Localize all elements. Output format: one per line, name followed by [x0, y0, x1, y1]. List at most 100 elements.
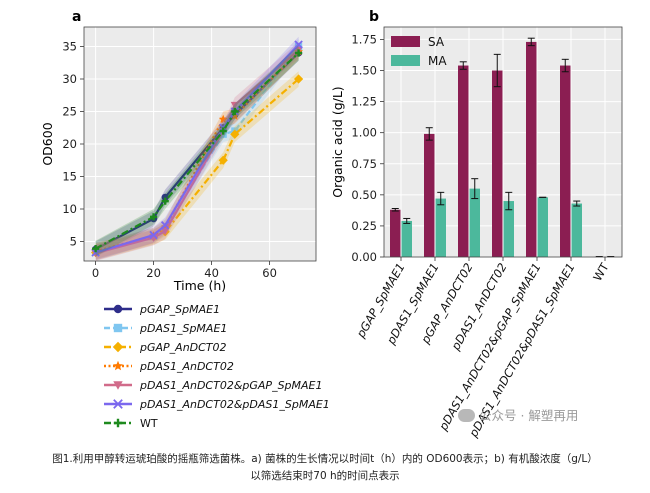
marker-x: [91, 248, 100, 257]
x-tick-label: 20: [146, 266, 161, 280]
marker-plus: [295, 49, 303, 57]
y-tick-label: 10: [62, 202, 77, 216]
series-SA: [390, 37, 603, 258]
y-tick-label: 1.75: [351, 32, 377, 46]
caption-line-1: 图1.利用甲醇转运琥珀酸的摇瓶筛选菌株。a) 菌株的生长情况以时间t（h）内的 …: [52, 453, 598, 465]
y-tick-label: 0.50: [351, 188, 377, 202]
legend-label: SA: [428, 35, 445, 49]
confidence-band: [95, 71, 299, 261]
series-line: [95, 52, 300, 251]
x-tick-label: WT: [590, 260, 612, 284]
panel-a-od600-chart: 0 20 40 60 5 10 15 20 25 30 35 a Time (h) OD600: [40, 9, 317, 293]
series-line: [95, 48, 300, 255]
bar: [469, 188, 480, 257]
legend-label: pGAP_SpMAE1: [139, 303, 220, 316]
marker-diamond: [112, 341, 124, 353]
watermark: 公众号 · 解塑再用: [458, 405, 578, 424]
legend-entry: pDAS1_AnDCT02: [104, 360, 234, 373]
legend-swatch: [391, 36, 420, 47]
marker-x: [113, 399, 123, 409]
y-axis-label: OD600: [40, 122, 55, 165]
panel-b-organic-acid-chart: 0.000.250.500.751.001.251.501.75pGAP_SpM…: [330, 9, 623, 440]
y-tick-label: 5: [70, 235, 77, 249]
marker-triangle: [230, 101, 239, 110]
bar: [503, 201, 514, 257]
legend-entry: pGAP_AnDCT02: [104, 341, 227, 354]
bar: [458, 65, 469, 257]
marker-x: [160, 221, 170, 230]
y-tick-label: 20: [62, 137, 77, 151]
y-tick-label: 0.00: [351, 250, 377, 264]
y-tick-label: 1.00: [351, 126, 377, 140]
legend-label: pGAP_AnDCT02: [139, 341, 227, 354]
legend-label: WT: [140, 417, 158, 430]
marker-x: [294, 40, 303, 49]
bar: [424, 133, 435, 257]
caption-line-2: 以筛选结束时70 h的时间点表示: [250, 470, 400, 482]
series-MA: [401, 178, 615, 257]
marker-plus: [113, 418, 123, 428]
bar: [492, 70, 503, 257]
watermark-text: 公众号 · 解塑再用: [479, 408, 579, 423]
marker-star: [230, 111, 240, 120]
y-tick-label: 1.25: [351, 95, 377, 109]
bar: [526, 41, 537, 258]
marker-x: [149, 230, 158, 240]
series-line: [95, 52, 300, 250]
legend-entry: WT: [104, 417, 158, 430]
series-WT: [92, 45, 303, 257]
confidence-band: [95, 45, 299, 257]
legend-label: pDAS1_SpMAE1: [139, 322, 227, 335]
x-tick-label: 40: [204, 266, 219, 280]
marker-square: [113, 323, 123, 333]
marker-plus: [219, 127, 227, 135]
marker-plus: [150, 213, 158, 221]
marker-star: [218, 114, 228, 124]
bar: [401, 220, 412, 257]
marker-circle: [113, 304, 123, 314]
y-tick-label: 25: [62, 105, 77, 119]
legend-entry: pDAS1_SpMAE1: [104, 322, 227, 335]
x-tick-label: 0: [92, 266, 99, 280]
marker-plus: [161, 197, 169, 205]
wechat-icon: [458, 409, 475, 422]
panel-b-legend: SA MA: [391, 35, 447, 68]
marker-diamond: [218, 155, 228, 165]
y-tick-label: 35: [62, 40, 77, 54]
legend-label: pDAS1_AnDCT02: [139, 360, 234, 373]
bar: [435, 198, 446, 257]
legend-swatch: [391, 55, 420, 66]
panel-a-legend: pGAP_SpMAE1 pDAS1_SpMAE1 pGAP_AnDCT02 pDAS1…: [104, 303, 330, 430]
bar: [560, 65, 571, 257]
panel-label: a: [72, 9, 81, 25]
marker-square: [295, 42, 303, 51]
x-axis-label: Time (h): [173, 278, 226, 293]
panel-label: b: [369, 9, 379, 25]
marker-triangle: [161, 228, 170, 236]
y-tick-label: 30: [62, 72, 77, 86]
legend-label: MA: [428, 54, 447, 68]
legend-label: pDAS1_AnDCT02&pDAS1_SpMAE1: [139, 398, 330, 411]
confidence-band: [95, 36, 299, 261]
x-tick-label: 60: [262, 266, 277, 280]
y-tick-label: 0.75: [351, 157, 377, 171]
marker-plus: [231, 107, 239, 116]
marker-star: [113, 360, 123, 371]
y-axis-label: Organic acid (g/L): [330, 86, 345, 197]
legend-label: pDAS1_AnDCT02&pGAP_SpMAE1: [139, 379, 323, 392]
plot-frame: [83, 26, 317, 262]
marker-diamond: [230, 129, 240, 139]
bar: [390, 209, 401, 257]
y-tick-label: 0.25: [351, 219, 377, 233]
marker-circle: [161, 193, 169, 201]
marker-plus: [92, 245, 100, 253]
legend-entry: pDAS1_AnDCT02&pGAP_SpMAE1: [104, 379, 323, 392]
marker-triangle: [113, 381, 123, 390]
figure-caption: 图1.利用甲醇转运琥珀酸的摇瓶筛选菌株。a) 菌株的生长情况以时间t（h）内的 …: [0, 451, 650, 485]
legend-entry: pGAP_SpMAE1: [104, 303, 220, 316]
y-tick-label: 1.50: [351, 64, 377, 78]
y-tick-label: 15: [62, 170, 77, 184]
bar: [571, 203, 582, 257]
bar: [537, 197, 548, 257]
